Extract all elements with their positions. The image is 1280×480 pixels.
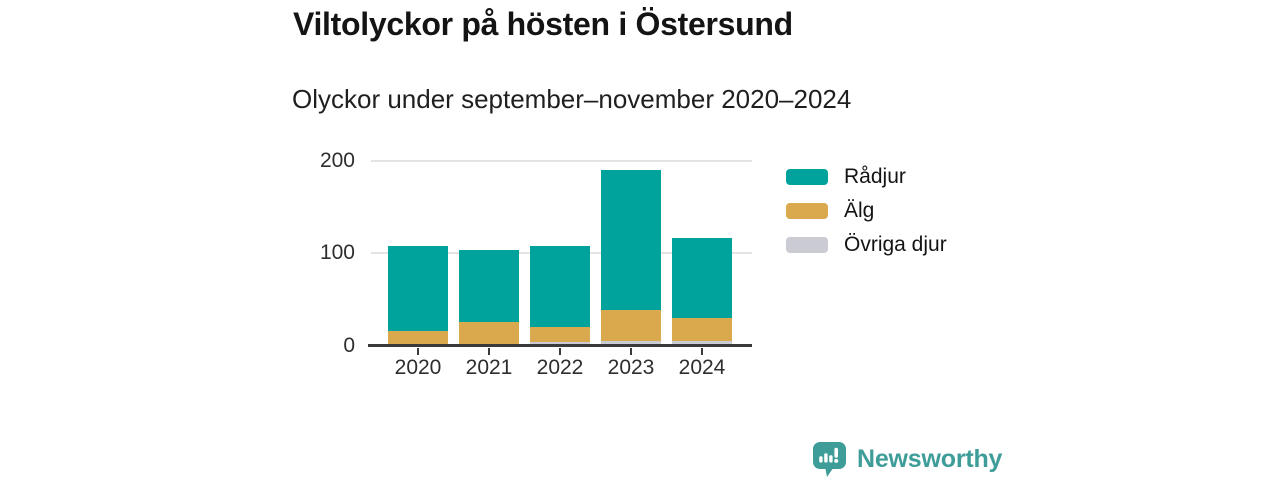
bar-segment-2021-Rådjur bbox=[459, 249, 519, 322]
bar-segment-2024-Rådjur bbox=[672, 238, 732, 319]
legend-label: Övriga djur bbox=[844, 232, 947, 256]
legend-item-Övriga djur: Övriga djur bbox=[786, 233, 947, 256]
legend-item-Rådjur: Rådjur bbox=[786, 165, 947, 188]
legend-label: Älg bbox=[844, 198, 875, 222]
bar-segment-2021-Älg bbox=[459, 321, 519, 345]
brand-logo: Newsworthy bbox=[813, 442, 1002, 477]
gridline-200 bbox=[371, 159, 752, 162]
x-tick-label-2021: 2021 bbox=[465, 356, 513, 379]
x-tick-label-2024: 2024 bbox=[678, 356, 726, 379]
chart-subtitle: Olyckor under september–november 2020–20… bbox=[292, 84, 852, 114]
x-tick-label-2023: 2023 bbox=[607, 356, 655, 379]
bar-segment-2022-Rådjur bbox=[530, 245, 590, 328]
bar-segment-2023-Övriga djur bbox=[601, 341, 661, 346]
legend-swatch bbox=[786, 168, 828, 185]
x-tick-mark-2021 bbox=[488, 348, 490, 355]
x-tick-label-2020: 2020 bbox=[394, 356, 442, 379]
legend-item-Älg: Älg bbox=[786, 199, 947, 222]
x-axis-line bbox=[368, 344, 752, 347]
plot-area bbox=[368, 150, 752, 347]
newsworthy-icon bbox=[813, 442, 846, 477]
legend-label: Rådjur bbox=[844, 164, 906, 188]
x-tick-label-2022: 2022 bbox=[536, 356, 584, 379]
legend-swatch bbox=[786, 236, 828, 253]
y-tick-label-0: 0 bbox=[343, 334, 355, 357]
y-tick-label-200: 200 bbox=[319, 148, 355, 172]
bars-group bbox=[368, 150, 752, 346]
bar-segment-2023-Rådjur bbox=[601, 169, 661, 310]
bar-segment-2020-Rådjur bbox=[388, 245, 448, 332]
x-tick-mark-2020 bbox=[417, 348, 419, 355]
y-tick-label-100: 100 bbox=[319, 241, 355, 265]
legend-swatch bbox=[786, 202, 828, 219]
legend: Rådjur Älg Övriga djur bbox=[786, 165, 947, 256]
bar-segment-2023-Älg bbox=[601, 309, 661, 342]
x-tick-mark-2024 bbox=[701, 348, 703, 355]
bar-segment-2024-Övriga djur bbox=[672, 341, 732, 346]
bar-segment-2024-Älg bbox=[672, 318, 732, 342]
chart-title: Viltolyckor på hösten i Östersund bbox=[293, 6, 793, 42]
x-tick-mark-2022 bbox=[559, 348, 561, 355]
brand-name: Newsworthy bbox=[857, 445, 1003, 473]
bar-segment-2020-Älg bbox=[388, 331, 448, 345]
bar-segment-2022-Älg bbox=[530, 327, 590, 343]
x-tick-mark-2023 bbox=[630, 348, 632, 355]
